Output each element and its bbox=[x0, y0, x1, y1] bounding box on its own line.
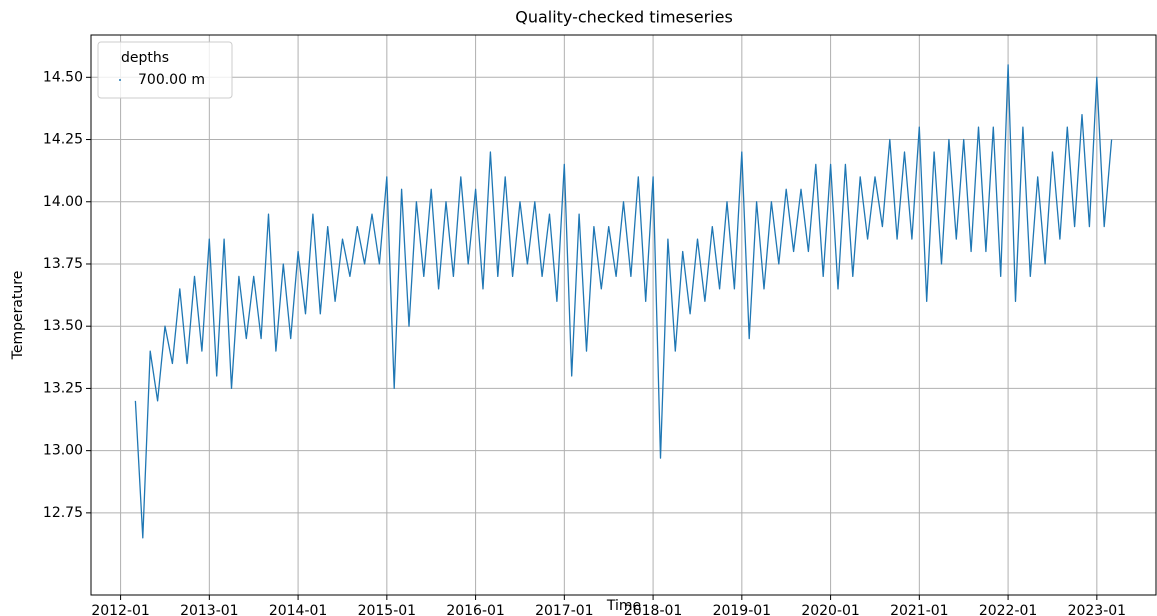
y-tick-label: 13.75 bbox=[43, 256, 83, 272]
x-tick-label: 2020-01 bbox=[801, 603, 860, 616]
x-tick-label: 2022-01 bbox=[979, 603, 1038, 616]
x-tick-label: 2015-01 bbox=[358, 603, 417, 616]
data-line bbox=[134, 64, 1113, 539]
legend-box bbox=[97, 41, 233, 99]
x-tick-label: 2013-01 bbox=[180, 603, 239, 616]
plot-frame bbox=[90, 34, 1157, 596]
x-tick-label: 2014-01 bbox=[269, 603, 328, 616]
y-tick-label: 12.75 bbox=[43, 505, 83, 521]
y-axis-label: Temperature bbox=[10, 271, 26, 361]
x-tick-label: 2018-01 bbox=[624, 603, 683, 616]
y-tick-label: 14.00 bbox=[43, 194, 83, 210]
legend-title: depths bbox=[121, 50, 169, 66]
x-tick-label: 2021-01 bbox=[890, 603, 949, 616]
legend-label: 700.00 m bbox=[138, 72, 205, 88]
y-tick-label: 13.25 bbox=[43, 380, 83, 396]
y-tick-label: 13.50 bbox=[43, 318, 83, 334]
x-tick-label: 2016-01 bbox=[446, 603, 505, 616]
chart-title: Quality-checked timeseries bbox=[515, 8, 733, 27]
legend-marker bbox=[119, 79, 121, 81]
x-tick-label: 2019-01 bbox=[713, 603, 772, 616]
x-tick-label: 2012-01 bbox=[91, 603, 150, 616]
x-tick-label: 2023-01 bbox=[1068, 603, 1127, 616]
y-tick-label: 13.00 bbox=[43, 443, 83, 459]
x-axis-label: Time bbox=[606, 598, 641, 614]
y-tick-label: 14.25 bbox=[43, 132, 83, 148]
x-tick-label: 2017-01 bbox=[535, 603, 594, 616]
y-tick-label: 14.50 bbox=[43, 69, 83, 85]
